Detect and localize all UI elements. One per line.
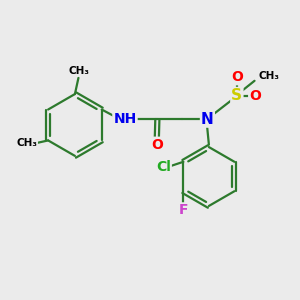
Text: O: O	[249, 88, 261, 103]
Text: CH₃: CH₃	[259, 71, 280, 81]
Text: NH: NH	[113, 112, 136, 126]
Text: Cl: Cl	[156, 160, 171, 174]
Text: O: O	[151, 138, 163, 152]
Text: S: S	[231, 88, 242, 103]
Text: CH₃: CH₃	[16, 138, 38, 148]
Text: N: N	[201, 112, 214, 127]
Text: CH₃: CH₃	[69, 66, 90, 76]
Text: F: F	[178, 203, 188, 218]
Text: O: O	[231, 70, 243, 84]
